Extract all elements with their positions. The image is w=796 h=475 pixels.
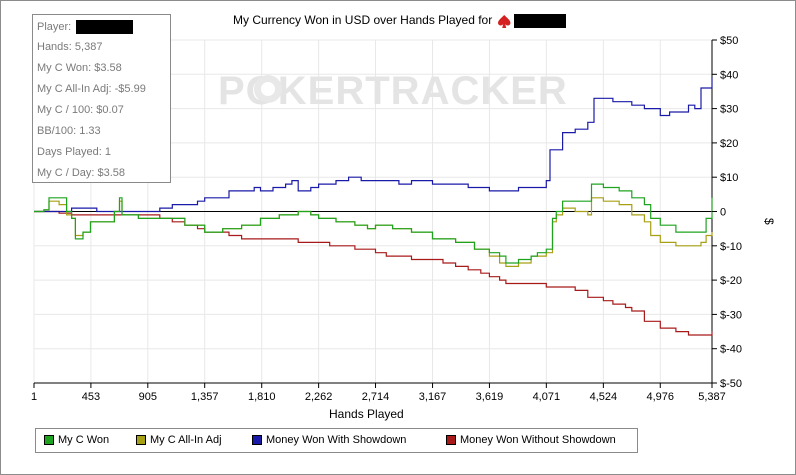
- y-tick-label: $10: [720, 172, 738, 184]
- y-tick-label: $-40: [720, 344, 742, 356]
- y-tick-label: $30: [720, 104, 738, 116]
- legend-swatch-allin-adj: [136, 435, 146, 445]
- chart-title: My Currency Won in USD over Hands Played…: [233, 13, 492, 27]
- legend-swatch-no-showdown: [446, 435, 456, 445]
- x-tick-label: 453: [82, 391, 100, 403]
- stats-per-100: My C / 100: $0.07: [37, 104, 124, 116]
- stats-panel: Player: Hands: 5,387 My C Won: $3.58 My …: [32, 14, 171, 183]
- stats-my-c-won: My C Won: $3.58: [37, 62, 122, 74]
- x-tick-label: 2,714: [362, 391, 390, 403]
- stats-player-label: Player:: [37, 20, 72, 33]
- stats-allin-adj: My C All-In Adj: -$5.99: [37, 83, 146, 95]
- x-tick-label: 1,357: [191, 391, 219, 403]
- stats-bb-100: BB/100: 1.33: [37, 125, 101, 137]
- stats-per-day: My C / Day: $3.58: [37, 167, 126, 179]
- x-tick-label: 3,619: [476, 391, 504, 403]
- series-line-showdown: [34, 77, 713, 213]
- x-axis-title: Hands Played: [329, 407, 404, 421]
- legend-item-my-c-won[interactable]: My C Won: [44, 434, 109, 446]
- legend-label-showdown: Money Won With Showdown: [266, 434, 407, 446]
- series-line-no-showdown: [34, 210, 713, 336]
- y-tick-label: $40: [720, 69, 738, 81]
- legend-swatch-my-c-won: [44, 435, 54, 445]
- x-tick-label: 2,262: [305, 391, 333, 403]
- y-tick-label: $50: [720, 35, 738, 47]
- x-tick-label: 4,071: [533, 391, 561, 403]
- legend-label-my-c-won: My C Won: [58, 434, 110, 446]
- x-tick-label: 905: [139, 391, 157, 403]
- ticks-layer: 1 453 905 1,357 1,810 2,262 2,714 3,167 3,619 4,0…: [31, 35, 742, 403]
- y-tick-label: 0: [720, 207, 726, 219]
- legend-item-allin-adj[interactable]: My C All-In Adj: [136, 434, 222, 446]
- stats-days-played: Days Played: 1: [37, 146, 111, 158]
- legend-item-showdown[interactable]: Money Won With Showdown: [252, 434, 406, 446]
- y-tick-label: $-10: [720, 241, 742, 253]
- y-axis-title: $: [762, 218, 776, 225]
- y-tick-label: $-50: [720, 378, 742, 390]
- legend-item-no-showdown[interactable]: Money Won Without Showdown: [446, 434, 616, 446]
- legend-label-allin-adj: My C All-In Adj: [150, 434, 222, 446]
- y-tick-label: $-30: [720, 309, 742, 321]
- y-tick-label: $-20: [720, 275, 742, 287]
- spade-icon: [498, 15, 511, 28]
- chip-inner: [261, 82, 275, 96]
- legend-label-no-showdown: Money Won Without Showdown: [460, 434, 616, 446]
- x-tick-label: 1,810: [248, 391, 276, 403]
- x-tick-label: 4,976: [646, 391, 674, 403]
- series-line-my-c-won: [34, 183, 713, 264]
- y-tick-label: $20: [720, 138, 738, 150]
- stats-hands: Hands: 5,387: [37, 41, 103, 53]
- x-tick-label: 3,167: [419, 391, 447, 403]
- legend-swatch-showdown: [252, 435, 262, 445]
- redacted-player-name: [514, 14, 566, 28]
- poker-chip-icon: [254, 75, 282, 103]
- x-tick-label: 5,387: [698, 391, 726, 403]
- series-layer: [34, 77, 713, 336]
- x-tick-label: 1: [31, 391, 37, 403]
- chart-legend: My C Won My C All-In Adj Money Won With …: [35, 428, 638, 453]
- redacted-player-name-box: [76, 20, 134, 34]
- stats-player-row: Player:: [37, 20, 134, 34]
- x-tick-label: 4,524: [590, 391, 618, 403]
